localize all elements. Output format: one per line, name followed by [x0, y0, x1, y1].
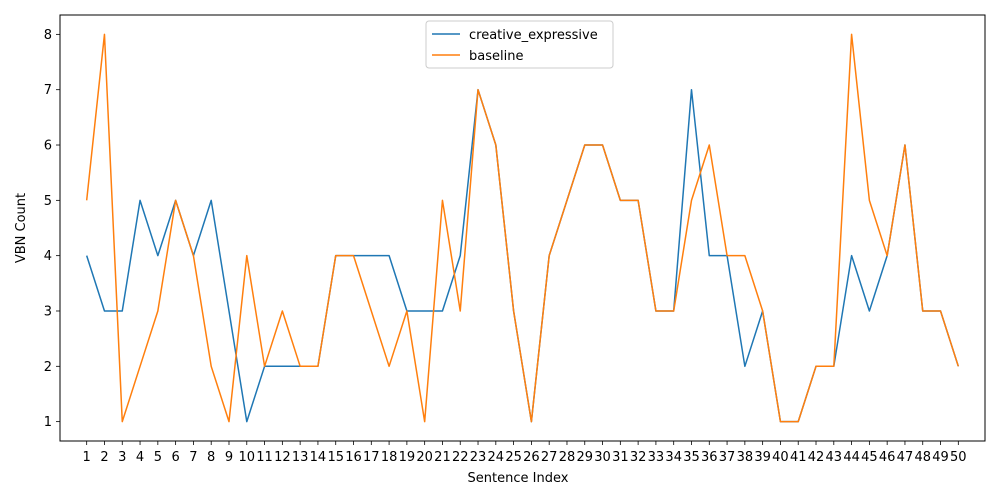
y-tick-label: 6: [44, 139, 52, 154]
x-tick-label: 17: [363, 450, 380, 465]
y-axis-ticks: 1 2 3 4 5 6 7 8: [44, 28, 60, 430]
x-tick-label: 2: [100, 450, 108, 465]
x-tick-label: 45: [861, 450, 878, 465]
x-tick-label: 3: [118, 450, 126, 465]
x-tick-label: 14: [310, 450, 327, 465]
y-tick-label: 1: [44, 415, 52, 430]
legend-label-baseline: baseline: [469, 49, 523, 64]
x-tick-label: 44: [843, 450, 860, 465]
x-tick-label: 35: [683, 450, 700, 465]
x-tick-label: 18: [381, 450, 398, 465]
x-tick-label: 27: [541, 450, 558, 465]
x-tick-label: 1: [83, 450, 91, 465]
x-tick-label: 29: [576, 450, 593, 465]
x-tick-label: 32: [630, 450, 647, 465]
x-tick-label: 37: [719, 450, 736, 465]
x-tick-label: 33: [648, 450, 665, 465]
x-tick-label: 25: [505, 450, 522, 465]
x-axis-label: Sentence Index: [468, 471, 569, 486]
x-tick-label: 46: [879, 450, 896, 465]
x-tick-label: 23: [470, 450, 487, 465]
x-tick-label: 16: [345, 450, 362, 465]
x-tick-label: 24: [488, 450, 505, 465]
x-tick-label: 28: [559, 450, 576, 465]
y-tick-label: 8: [44, 28, 52, 43]
x-tick-label: 21: [434, 450, 451, 465]
x-tick-label: 11: [256, 450, 273, 465]
legend-label-creative-expressive: creative_expressive: [469, 28, 598, 43]
y-axis-label: VBN Count: [14, 193, 29, 263]
x-tick-label: 30: [594, 450, 611, 465]
x-tick-label: 42: [808, 450, 825, 465]
x-tick-label: 26: [523, 450, 540, 465]
series-lines: [85, 33, 960, 423]
x-tick-label: 10: [239, 450, 256, 465]
y-tick-label: 5: [44, 194, 52, 209]
x-tick-label: 38: [737, 450, 754, 465]
y-tick-label: 7: [44, 83, 52, 98]
x-tick-label: 34: [665, 450, 682, 465]
x-tick-label: 5: [154, 450, 162, 465]
x-tick-label: 19: [399, 450, 416, 465]
x-tick-label: 41: [790, 450, 807, 465]
legend-box: [425, 20, 614, 69]
x-tick-label: 36: [701, 450, 718, 465]
y-tick-label: 4: [44, 249, 52, 264]
legend: creative_expressive baseline: [425, 20, 614, 69]
x-tick-label: 50: [950, 450, 967, 465]
x-tick-label: 43: [826, 450, 843, 465]
x-tick-label: 6: [171, 450, 179, 465]
x-tick-label: 31: [612, 450, 629, 465]
x-tick-label: 40: [772, 450, 789, 465]
x-tick-label: 7: [189, 450, 197, 465]
x-tick-label: 12: [274, 450, 291, 465]
x-tick-label: 22: [452, 450, 469, 465]
y-tick-label: 2: [44, 360, 52, 375]
x-tick-label: 48: [914, 450, 931, 465]
x-tick-label: 39: [754, 450, 771, 465]
x-axis-ticks: 1 2 3 4 5 6 7 8 9 10 11 12 13 14 15 16 17 18 19 20 21 22 23 24 2…: [83, 441, 967, 465]
x-tick-label: 4: [136, 450, 144, 465]
x-tick-label: 13: [292, 450, 309, 465]
x-tick-label: 8: [207, 450, 215, 465]
y-tick-label: 3: [44, 304, 52, 319]
x-tick-label: 15: [327, 450, 344, 465]
x-tick-label: 9: [225, 450, 233, 465]
plot-frame: [59, 14, 986, 442]
x-tick-label: 49: [932, 450, 949, 465]
x-tick-label: 20: [416, 450, 433, 465]
series-line-baseline: [85, 33, 960, 423]
x-tick-label: 47: [897, 450, 914, 465]
